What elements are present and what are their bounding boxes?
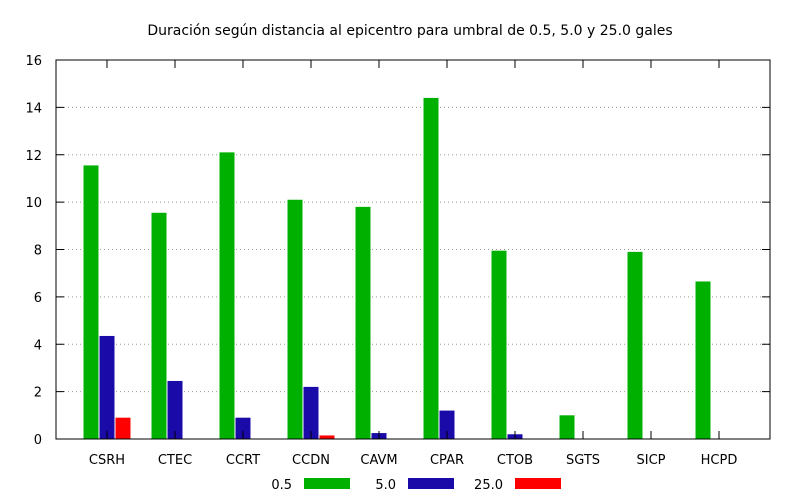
legend: 0.5 5.0 25.0 — [271, 478, 561, 493]
bar-cpar-series-1 — [423, 97, 439, 440]
x-tick-label: CCDN — [292, 453, 330, 468]
bar-sicp-series-1 — [627, 251, 643, 439]
x-tick-label: CAVM — [360, 453, 397, 468]
bars — [83, 97, 711, 440]
gridlines — [56, 106, 770, 393]
chart-title: Duración según distancia al epicentro pa… — [147, 23, 672, 39]
bar-sgts-series-1 — [559, 415, 575, 439]
x-tick-label: HCPD — [701, 453, 738, 468]
y-tick-label: 4 — [34, 338, 42, 353]
bar-cavm-series-1 — [355, 206, 371, 439]
y-tick-label: 10 — [25, 196, 42, 211]
legend-label: 5.0 — [375, 478, 396, 493]
y-tick-label: 16 — [25, 54, 42, 69]
y-tick-label: 8 — [34, 244, 42, 259]
y-tick-label: 2 — [34, 386, 42, 401]
x-tick-label: CTEC — [158, 453, 192, 468]
y-tick-label: 0 — [34, 433, 42, 448]
bar-ctob-series-1 — [491, 250, 507, 439]
x-tick-label: SICP — [636, 453, 665, 468]
legend-swatch — [515, 478, 561, 489]
x-axis-ticks: CSRH CTEC CCRT CCDN CAVM CPAR CTOB SGTS SICP HCPD — [89, 60, 737, 468]
bar-hcpd-series-1 — [695, 281, 711, 439]
x-tick-label: CSRH — [89, 453, 125, 468]
bar-ctec-series-1 — [151, 212, 167, 439]
bar-csrh-series-2 — [99, 335, 115, 439]
x-tick-label: CPAR — [430, 453, 464, 468]
y-tick-label: 6 — [34, 291, 42, 306]
x-tick-label: SGTS — [566, 453, 600, 468]
bar-ccdn-series-1 — [287, 199, 303, 439]
y-tick-label: 14 — [25, 101, 42, 116]
bar-ctec-series-2 — [167, 380, 183, 439]
bar-csrh-series-1 — [83, 165, 99, 440]
x-tick-label: CCRT — [226, 453, 260, 468]
bar-ccrt-series-1 — [219, 152, 235, 439]
plot-frame — [55, 59, 771, 440]
legend-swatch — [408, 478, 454, 489]
legend-label: 0.5 — [271, 478, 292, 493]
legend-swatch — [304, 478, 350, 489]
bar-ccrt-series-2 — [235, 417, 251, 439]
legend-label: 25.0 — [474, 478, 503, 493]
bar-cpar-series-2 — [439, 410, 455, 439]
y-tick-label: 12 — [25, 149, 42, 164]
x-tick-label: CTOB — [497, 453, 533, 468]
bar-ccdn-series-2 — [303, 386, 319, 439]
bar-csrh-series-3 — [115, 417, 131, 439]
bar-ccdn-series-3 — [319, 435, 335, 439]
y-axis-ticks: 0 2 4 6 8 10 12 14 16 — [25, 54, 770, 448]
